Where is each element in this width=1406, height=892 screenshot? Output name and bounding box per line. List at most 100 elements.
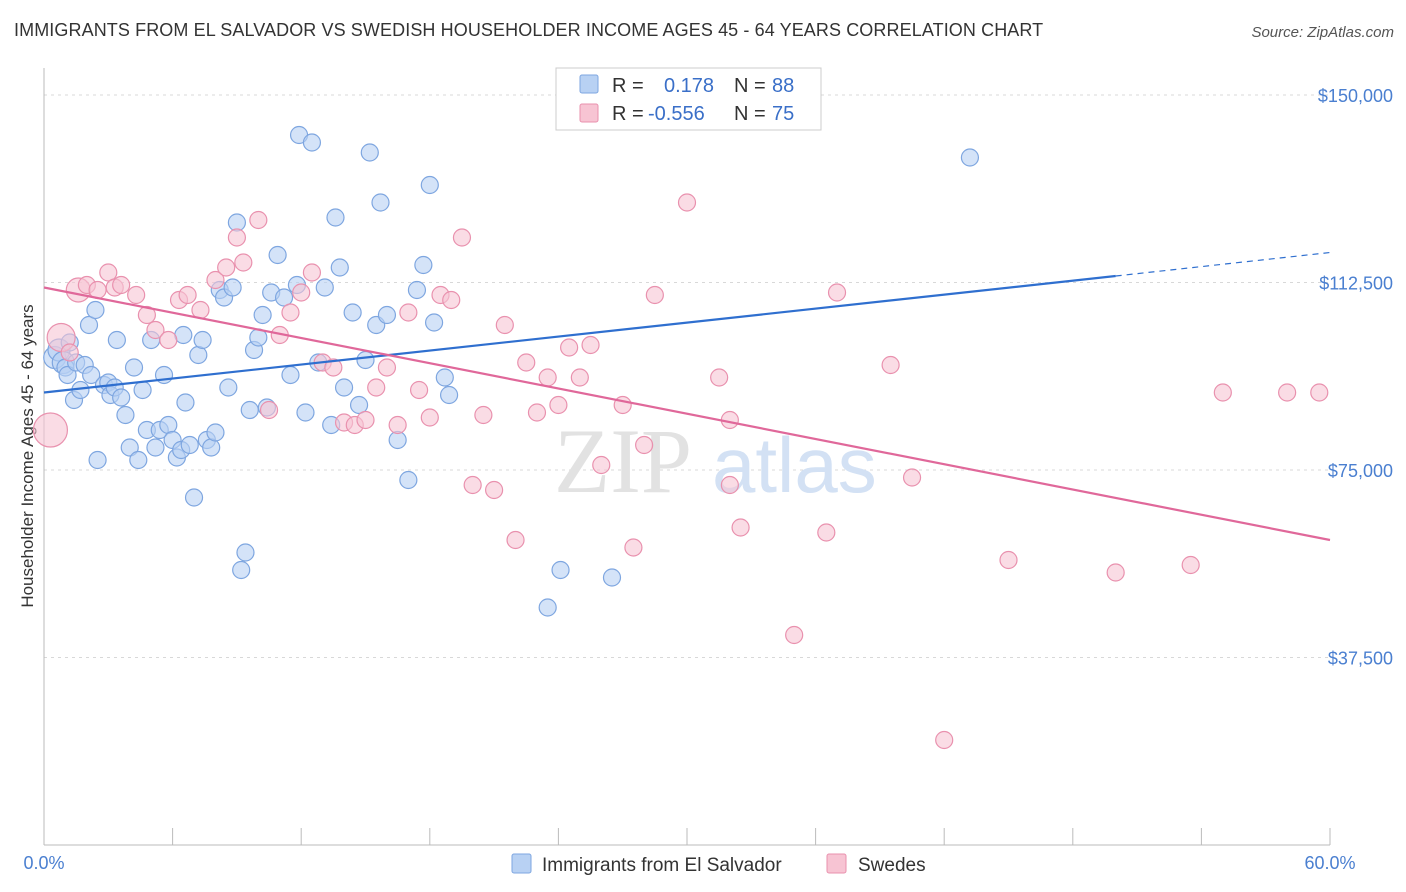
- point-swedes: [1278, 383, 1297, 402]
- point-swedes: [999, 550, 1018, 570]
- point-el-salvador: [602, 568, 622, 587]
- point-el-salvador: [193, 330, 212, 350]
- point-swedes: [442, 290, 461, 310]
- point-el-salvador: [223, 278, 242, 297]
- point-swedes: [227, 228, 246, 247]
- point-el-salvador: [236, 543, 255, 562]
- legend-r-label-pink: R =: [612, 103, 644, 125]
- legend-n-label-blue: N =: [734, 75, 766, 97]
- point-swedes: [785, 625, 804, 645]
- grid-lines: [44, 94, 1330, 658]
- legend-n-value-blue: 88: [772, 75, 794, 97]
- point-el-salvador: [414, 255, 433, 275]
- point-el-salvador: [268, 245, 287, 265]
- trend-lines: [43, 251, 1331, 542]
- point-swedes: [127, 285, 146, 305]
- series-swatch-pink: [826, 853, 847, 874]
- point-el-salvador: [407, 280, 427, 300]
- source-credit: Source: ZipAtlas.com: [1251, 24, 1394, 41]
- x-tick-label-min: 0.0%: [23, 853, 64, 873]
- point-swedes: [560, 338, 579, 357]
- point-el-salvador: [424, 313, 444, 332]
- point-el-salvador: [120, 438, 139, 457]
- point-el-salvador: [232, 560, 251, 580]
- point-swedes: [474, 405, 493, 425]
- point-swedes: [137, 305, 156, 325]
- point-el-salvador: [435, 368, 454, 387]
- point-swedes: [32, 412, 69, 448]
- legend-box: R = 0.178 N = 88 R = -0.556 N = 75: [555, 67, 822, 131]
- point-swedes: [817, 523, 836, 542]
- y-tick-label: $112,500: [1319, 274, 1393, 294]
- point-swedes: [292, 283, 311, 302]
- point-swedes: [259, 400, 279, 420]
- point-el-salvador: [399, 470, 418, 490]
- point-el-salvador: [326, 208, 345, 227]
- point-swedes: [827, 283, 847, 302]
- point-el-salvador: [439, 385, 459, 405]
- point-el-salvador: [176, 393, 195, 412]
- legend-n-value-pink: 75: [772, 103, 794, 125]
- point-el-salvador: [356, 350, 375, 370]
- point-el-salvador: [377, 305, 397, 325]
- point-swedes: [677, 193, 697, 212]
- point-el-salvador: [240, 400, 259, 420]
- legend-r-label-blue: R =: [612, 75, 644, 97]
- point-swedes: [217, 258, 236, 277]
- point-swedes: [249, 210, 268, 230]
- point-el-salvador: [180, 435, 199, 455]
- point-swedes: [592, 455, 611, 475]
- point-swedes: [485, 480, 504, 500]
- point-swedes: [1106, 563, 1125, 582]
- point-swedes: [356, 410, 375, 430]
- legend-swatch-pink: [579, 103, 599, 123]
- point-el-salvador: [315, 278, 334, 297]
- legend-swatch-blue: [579, 74, 599, 94]
- point-el-salvador: [107, 330, 126, 350]
- y-axis-label: Householder Income Ages 45 - 64 years: [18, 304, 37, 607]
- point-el-salvador: [296, 403, 315, 422]
- point-el-salvador: [88, 450, 107, 470]
- data-points: [32, 100, 1329, 750]
- point-el-salvador: [174, 325, 193, 345]
- series-label-blue: Immigrants from El Salvador: [542, 855, 782, 876]
- point-swedes: [1181, 555, 1200, 575]
- point-swedes: [710, 368, 729, 387]
- point-el-salvador: [219, 378, 238, 397]
- y-tick-label: $37,500: [1328, 649, 1393, 669]
- point-el-salvador: [116, 405, 135, 425]
- point-el-salvador: [302, 133, 322, 152]
- point-swedes: [902, 468, 922, 487]
- point-swedes: [495, 315, 514, 335]
- point-el-salvador: [86, 300, 105, 320]
- point-el-salvador: [960, 148, 980, 167]
- point-swedes: [1310, 383, 1329, 402]
- point-swedes: [935, 730, 954, 750]
- series-swatch-blue: [511, 853, 532, 874]
- point-swedes: [377, 358, 397, 377]
- point-swedes: [1213, 383, 1232, 402]
- point-swedes: [635, 435, 654, 455]
- point-el-salvador: [146, 438, 165, 457]
- point-swedes: [549, 395, 568, 415]
- point-swedes: [112, 275, 131, 295]
- point-el-salvador: [274, 288, 294, 307]
- series-label-pink: Swedes: [858, 855, 926, 876]
- trend-line-el-salvador-extension: [1115, 251, 1331, 277]
- point-swedes: [452, 228, 472, 247]
- chart-title: IMMIGRANTS FROM EL SALVADOR VS SWEDISH H…: [14, 20, 1044, 40]
- point-swedes: [463, 475, 482, 495]
- point-el-salvador: [202, 438, 221, 457]
- point-swedes: [159, 330, 178, 350]
- point-el-salvador: [184, 488, 204, 507]
- point-el-salvador: [206, 423, 225, 442]
- point-el-salvador: [112, 388, 131, 407]
- x-axis-ticks: [172, 828, 1331, 845]
- point-swedes: [388, 415, 407, 435]
- y-tick-labels: $37,500 $75,000 $112,500 $150,000: [1318, 86, 1393, 669]
- point-swedes: [99, 263, 118, 282]
- point-swedes: [645, 285, 664, 305]
- point-el-salvador: [371, 193, 390, 212]
- point-el-salvador: [58, 365, 77, 385]
